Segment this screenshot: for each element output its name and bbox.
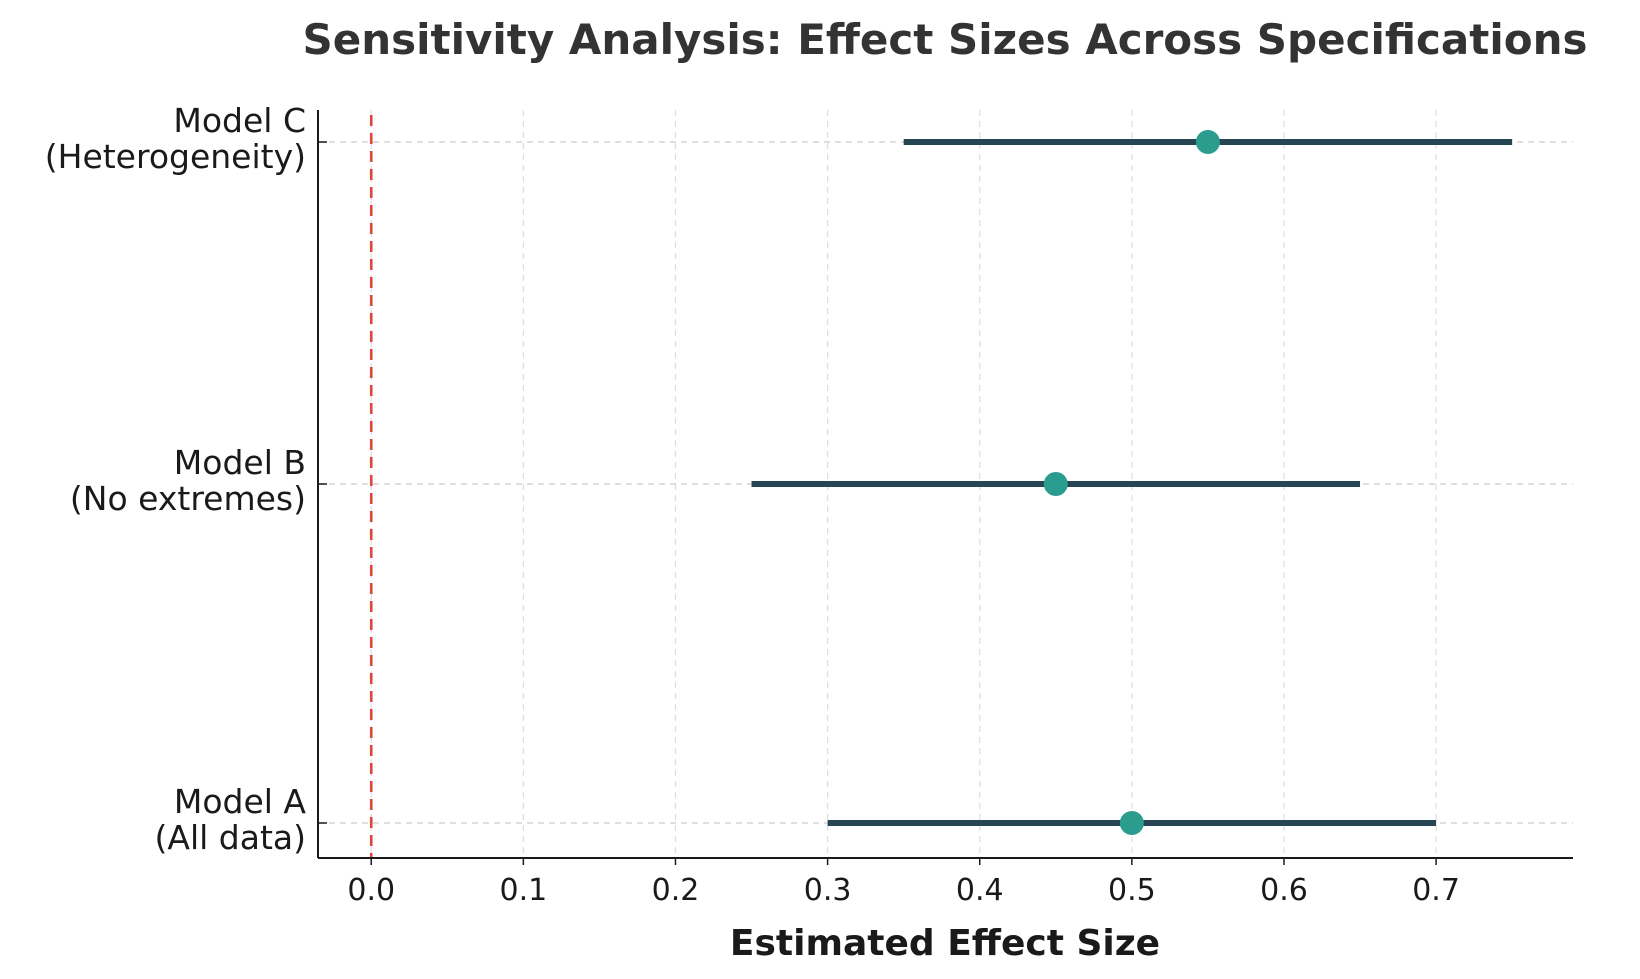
y-category-label: Model C (Heterogeneity) [45, 101, 306, 176]
category-subtitle: (Heterogeneity) [45, 137, 306, 176]
y-category-labels: Model A (All data)Model B (No extremes)Mod… [45, 101, 307, 857]
x-tick-label: 0.6 [1260, 873, 1308, 908]
point-estimate-model-b [1043, 472, 1068, 496]
x-tick-label: 0.1 [500, 873, 548, 908]
axes [317, 110, 1573, 865]
x-tick-label: 0.2 [652, 873, 700, 908]
category-subtitle: (All data) [155, 818, 306, 857]
data-marks [751, 130, 1513, 835]
chart-title: Sensitivity Analysis: Effect Sizes Acros… [303, 15, 1588, 64]
x-tick-label: 0.4 [956, 873, 1004, 908]
category-subtitle: (No extremes) [70, 479, 306, 518]
y-category-label: Model B (No extremes) [70, 443, 306, 518]
x-tick-label: 0.3 [804, 873, 852, 908]
point-estimate-model-c [1195, 130, 1220, 154]
x-tick-label: 0.0 [347, 873, 395, 908]
point-estimate-model-a [1119, 811, 1144, 835]
x-tick-label: 0.5 [1108, 873, 1156, 908]
x-axis-label: Estimated Effect Size [730, 923, 1160, 964]
category-name: Model C [173, 101, 306, 140]
y-category-label: Model A (All data) [155, 782, 307, 857]
x-tick-labels: 0.0 0.1 0.2 0.3 0.4 0.5 0.6 0.7 [347, 873, 1460, 908]
category-name: Model A [174, 782, 307, 821]
x-tick-label: 0.7 [1412, 873, 1460, 908]
category-name: Model B [174, 443, 306, 482]
